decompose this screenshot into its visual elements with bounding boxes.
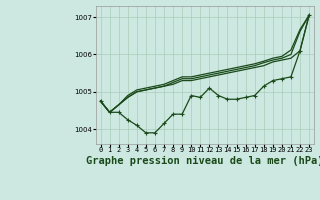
X-axis label: Graphe pression niveau de la mer (hPa): Graphe pression niveau de la mer (hPa) [86, 156, 320, 166]
